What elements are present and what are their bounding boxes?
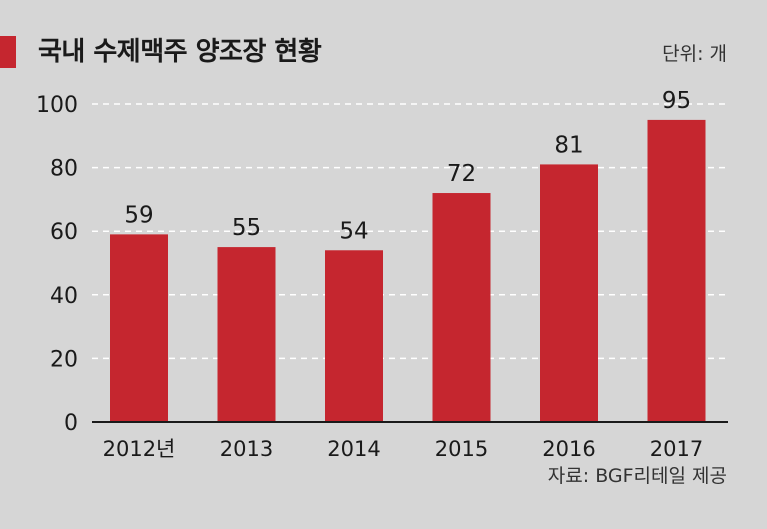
x-tick-label: 2013 [220, 437, 273, 461]
y-tick-label: 60 [50, 220, 78, 245]
source-note: 자료: BGF리테일 제공 [547, 465, 727, 487]
y-tick-label: 100 [36, 93, 78, 118]
grid-lines [92, 103, 728, 360]
bar-value-label: 55 [232, 215, 261, 241]
bar [217, 247, 276, 422]
y-tick-label: 0 [64, 411, 78, 436]
bars [110, 119, 706, 423]
x-tick-label: 2014 [327, 437, 380, 461]
y-tick-label: 80 [50, 157, 78, 182]
bar [647, 119, 706, 423]
chart-title: 국내 수제맥주 양조장 현황 [38, 37, 322, 67]
bar [110, 234, 168, 422]
bar-value-label: 54 [339, 218, 368, 244]
bar [325, 250, 383, 422]
y-axis: 0 20 40 60 80 100 [36, 93, 78, 436]
accent-bar [0, 36, 16, 68]
x-tick-label: 2012년 [103, 437, 176, 461]
bar-value-label: 59 [124, 202, 153, 228]
y-tick-label: 20 [50, 347, 78, 372]
y-tick-label: 40 [50, 284, 78, 309]
bar-value-label: 81 [554, 132, 583, 158]
x-tick-label: 2017 [650, 437, 703, 461]
x-tick-label: 2015 [435, 437, 488, 461]
value-labels: 59 55 54 72 81 95 [124, 88, 691, 244]
bar-value-label: 72 [447, 161, 476, 187]
x-tick-label: 2016 [542, 437, 595, 461]
x-axis: 2012년 2013 2014 2015 2016 2017 [92, 421, 728, 461]
bar-value-label: 95 [662, 88, 691, 114]
unit-label: 단위: 개 [662, 43, 727, 65]
bar [432, 193, 491, 422]
bar [540, 164, 598, 423]
